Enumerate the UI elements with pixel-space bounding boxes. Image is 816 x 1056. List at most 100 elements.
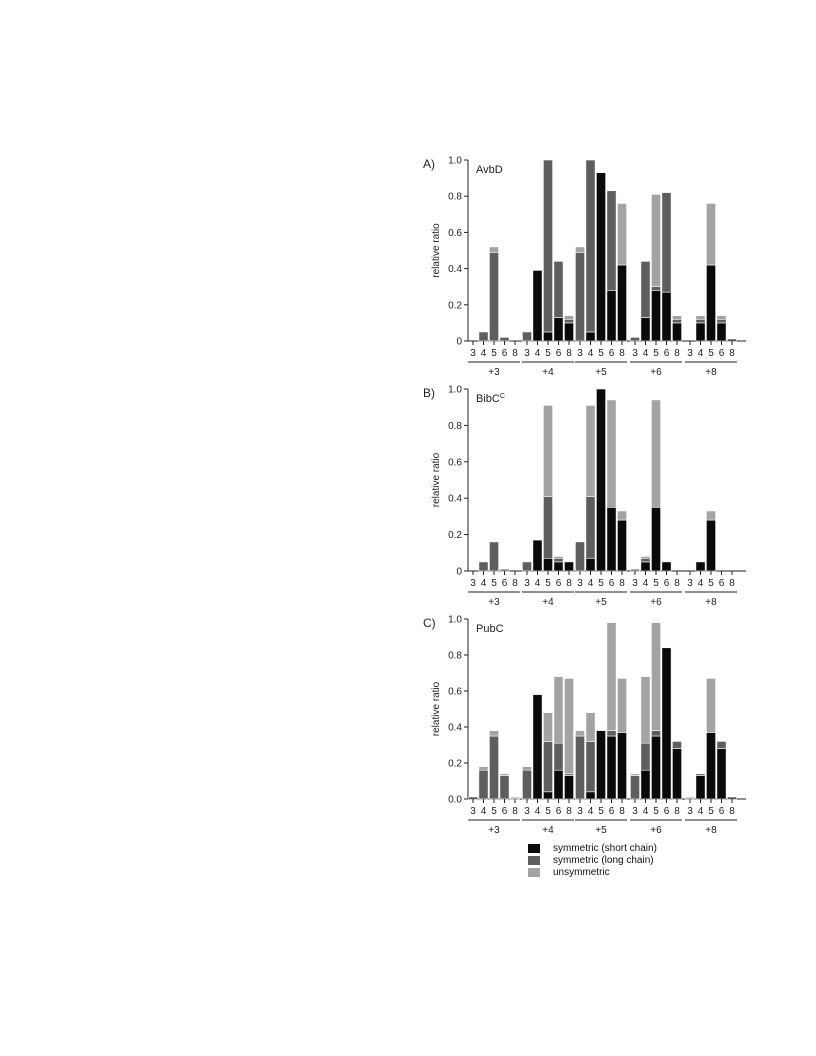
bar-long [543,496,553,559]
bar-unsym [553,556,564,559]
x-tick-label: 4 [643,806,649,817]
bar-short [661,291,672,342]
y-axis-label: relative ratio [431,223,442,278]
bar-short [553,317,564,342]
bar-short [585,791,596,800]
panel-label: B) [423,386,435,400]
x-tick-label: 4 [588,806,594,817]
bar-unsym [575,246,585,253]
y-tick-label: 0.8 [448,651,462,662]
bar-short [706,519,716,572]
x-tick-label: 3 [687,348,693,359]
group-label: +4 [542,825,554,836]
x-tick-label: 4 [535,578,541,589]
bar-long [672,318,682,324]
bar-long [606,190,617,291]
bar-unsym [617,510,627,521]
x-tick-label: 5 [545,578,551,589]
bar-short [606,290,617,342]
bar-unsym [564,315,574,320]
group-label: +8 [705,367,717,378]
x-tick-label: 6 [719,806,725,817]
bar-long [553,557,564,563]
bar-short [651,735,661,800]
bar-unsym [630,773,640,776]
bar-unsym [575,730,585,737]
x-tick-label: 3 [632,806,638,817]
bar-long [716,318,727,324]
bar-short [716,748,727,800]
x-tick-label: 3 [524,578,530,589]
bar-long [630,337,640,342]
y-tick-label: 0 [456,337,462,348]
bar-short [596,172,606,342]
legend-item-short: symmetric (short chain) [528,842,657,854]
x-tick-label: 4 [535,348,541,359]
x-tick-label: 4 [643,578,649,589]
bar-short [640,317,651,342]
x-tick-label: 8 [566,348,572,359]
bar-long [640,742,651,771]
x-tick-label: 3 [470,348,476,359]
x-tick-label: 8 [674,578,680,589]
bar-short [468,796,478,800]
x-tick-label: 8 [619,348,625,359]
bar-short [617,264,627,342]
bar-short [716,322,727,342]
x-tick-label: 5 [653,578,659,589]
panel-title-superscript: C [500,393,505,400]
bar-long [585,159,596,333]
y-tick-label: 0.0 [448,795,462,806]
bar-short [585,331,596,342]
x-tick-label: 5 [491,578,497,589]
x-tick-label: 4 [588,348,594,359]
bar-unsym [499,773,510,776]
panel-label: C) [423,616,436,630]
x-tick-label: 6 [609,348,615,359]
bar-long [661,192,672,293]
x-tick-label: 6 [719,578,725,589]
bar-short [640,769,651,800]
y-tick-label: 0.4 [448,494,462,505]
panel-label: A) [423,157,435,171]
bar-short [695,561,706,572]
panel-title: BibCC [476,393,505,405]
panel-title: PubC [476,623,504,635]
y-tick-label: 0.2 [448,759,462,770]
x-tick-label: 5 [598,578,604,589]
bar-short [706,264,716,342]
y-tick-label: 0.6 [448,687,462,698]
bar-short [532,539,543,572]
x-tick-label: 8 [512,806,518,817]
x-tick-label: 4 [698,578,704,589]
group-label: +5 [595,367,607,378]
x-tick-label: 3 [577,578,583,589]
bar-unsym [672,315,682,320]
bar-unsym [617,203,627,266]
y-tick-label: 0.4 [448,264,462,275]
bar-short [651,506,661,572]
x-tick-label: 8 [566,806,572,817]
bar-long [585,741,596,793]
x-tick-label: 8 [729,578,735,589]
group-label: +3 [488,597,500,608]
bar-unsym [585,712,596,742]
x-tick-label: 8 [674,348,680,359]
x-tick-label: 8 [729,348,735,359]
x-tick-label: 3 [687,578,693,589]
group-label: +4 [542,367,554,378]
bar-unsym [510,796,520,800]
bar-short [617,519,627,572]
bar-unsym [606,622,617,731]
x-tick-label: 3 [687,806,693,817]
bar-long [695,773,706,776]
bar-long [651,730,661,737]
panel-title: AvbD [476,164,503,176]
bar-short [543,557,553,572]
x-tick-label: 6 [502,578,508,589]
x-tick-label: 3 [470,578,476,589]
x-tick-label: 6 [502,806,508,817]
